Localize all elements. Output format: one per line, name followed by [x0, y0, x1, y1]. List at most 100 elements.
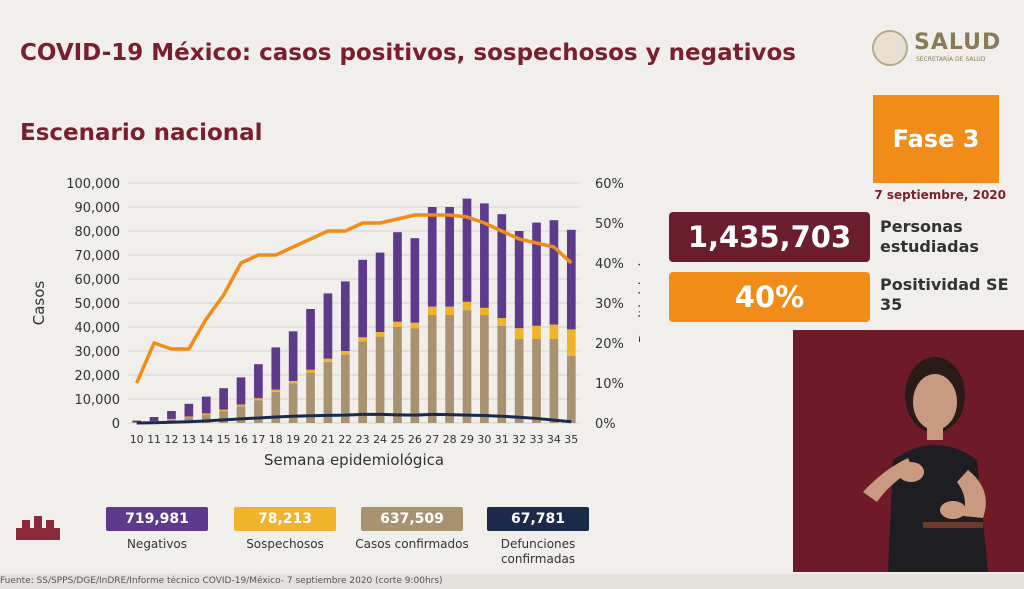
- bar-negativos: [480, 203, 489, 308]
- bar-negativos: [323, 293, 333, 359]
- legend-confirmados-label: Casos confirmados: [355, 537, 469, 551]
- x-tick-label: 17: [251, 433, 265, 446]
- bar-sospechosos: [219, 409, 228, 411]
- bar-negativos: [132, 420, 142, 423]
- positivity-value: 40%: [669, 272, 870, 322]
- y-tick-label: 40,000: [75, 321, 121, 336]
- line-defunciones: [136, 412, 572, 425]
- y-tick-label: 30,000: [75, 345, 121, 360]
- y-tick-label: 100,000: [66, 177, 120, 192]
- bar-casos-confirmados: [532, 339, 541, 423]
- y-tick-label: 20,000: [75, 369, 121, 384]
- y2-tick-label: 30%: [595, 297, 624, 312]
- bar-negativos: [219, 388, 228, 410]
- bar-negativos: [375, 252, 385, 333]
- page-title: COVID-19 México: casos positivos, sospec…: [20, 40, 796, 66]
- x-tick-label: 15: [217, 433, 231, 446]
- bar-casos-confirmados: [480, 315, 489, 423]
- bar-casos-confirmados: [462, 310, 472, 423]
- bar-sospechosos: [236, 404, 246, 407]
- x-tick-label: 32: [512, 433, 526, 446]
- bar-sospechosos: [532, 325, 541, 339]
- y-tick-label: 80,000: [75, 225, 121, 240]
- bar-negativos: [358, 259, 368, 338]
- bar-sospechosos: [393, 321, 402, 327]
- bar-negativos: [410, 238, 420, 323]
- bar-negativos: [427, 207, 437, 307]
- x-tick-label: 29: [460, 433, 474, 446]
- bar-negativos: [167, 411, 176, 419]
- bar-casos-confirmados: [427, 315, 437, 423]
- fase-badge: Fase 3: [873, 95, 999, 183]
- x-tick-label: 21: [321, 433, 335, 446]
- y2-tick-label: 20%: [595, 337, 624, 352]
- bar-negativos: [549, 220, 559, 325]
- y-tick-label: 0: [112, 417, 120, 432]
- bar-sospechosos: [167, 418, 176, 420]
- bar-negativos: [462, 198, 472, 302]
- bar-casos-confirmados: [358, 341, 368, 423]
- bar-casos-confirmados: [219, 411, 228, 423]
- x-tick-label: 16: [234, 433, 248, 446]
- bar-negativos: [254, 364, 263, 399]
- bar-sospechosos: [549, 324, 559, 339]
- bar-sospechosos: [358, 337, 368, 342]
- bar-casos-confirmados: [184, 417, 194, 423]
- legend-sospechosos-value: 78,213: [234, 507, 336, 531]
- x-tick-label: 24: [373, 433, 387, 446]
- logo-name: SALUD: [914, 30, 1002, 55]
- bar-casos-confirmados: [306, 372, 315, 423]
- bar-sospechosos: [427, 306, 437, 315]
- bar-sospechosos: [184, 416, 194, 418]
- y-tick-label: 50,000: [75, 297, 121, 312]
- y-axis-label: Casos: [30, 281, 48, 326]
- bar-sospechosos: [462, 301, 472, 311]
- bar-casos-confirmados: [445, 315, 454, 423]
- x-tick-label: 31: [495, 433, 509, 446]
- bar-sospechosos: [201, 413, 211, 415]
- x-tick-label: 18: [269, 433, 283, 446]
- legend-negativos-value: 719,981: [106, 507, 208, 531]
- x-tick-label: 10: [130, 433, 144, 446]
- bar-casos-confirmados: [323, 361, 333, 423]
- bar-sospechosos: [306, 369, 315, 373]
- x-tick-label: 12: [164, 433, 178, 446]
- bar-negativos: [393, 232, 402, 322]
- x-tick-label: 13: [182, 433, 196, 446]
- bar-negativos: [497, 214, 507, 319]
- legend-defunciones-value: 67,781: [487, 507, 589, 531]
- x-tick-label: 14: [199, 433, 213, 446]
- bar-sospechosos: [340, 351, 350, 355]
- x-tick-label: 30: [477, 433, 491, 446]
- bar-negativos: [566, 229, 576, 330]
- bar-casos-confirmados: [410, 328, 420, 423]
- bar-sospechosos: [323, 358, 333, 362]
- cases-chart: 0 10,000 20,000 30,000 40,000 50,000 60,000 70,…: [30, 177, 640, 469]
- x-tick-label: 28: [443, 433, 457, 446]
- studied-value: 1,435,703: [669, 212, 870, 262]
- bar-negativos: [149, 417, 159, 422]
- bar-sospechosos: [566, 329, 576, 356]
- logo-subtext: SECRETARÍA DE SALUD: [916, 56, 986, 63]
- bar-negativos: [514, 231, 524, 329]
- legend-negativos-label: Negativos: [126, 537, 188, 551]
- y2-tick-label: 10%: [595, 377, 624, 392]
- bar-sospechosos: [514, 328, 524, 339]
- x-tick-label: 20: [304, 433, 318, 446]
- bar-negativos: [532, 222, 541, 326]
- bar-negativos: [306, 309, 315, 370]
- bar-casos-confirmados: [375, 336, 385, 423]
- bar-casos-confirmados: [393, 327, 402, 423]
- y-tick-label: 10,000: [75, 393, 121, 408]
- bar-sospechosos: [254, 398, 263, 401]
- bar-sospechosos: [497, 318, 507, 326]
- bar-sospechosos: [375, 332, 385, 337]
- bar-sospechosos: [410, 322, 420, 329]
- y-tick-label: 60,000: [75, 273, 121, 288]
- sign-language-interpreter: [793, 330, 1024, 572]
- x-tick-label: 25: [390, 433, 404, 446]
- y2-tick-label: 50%: [595, 217, 624, 232]
- positivity-label: Positividad SE 35: [880, 275, 1009, 314]
- bar-casos-confirmados: [236, 406, 246, 423]
- bar-casos-confirmados: [566, 355, 576, 423]
